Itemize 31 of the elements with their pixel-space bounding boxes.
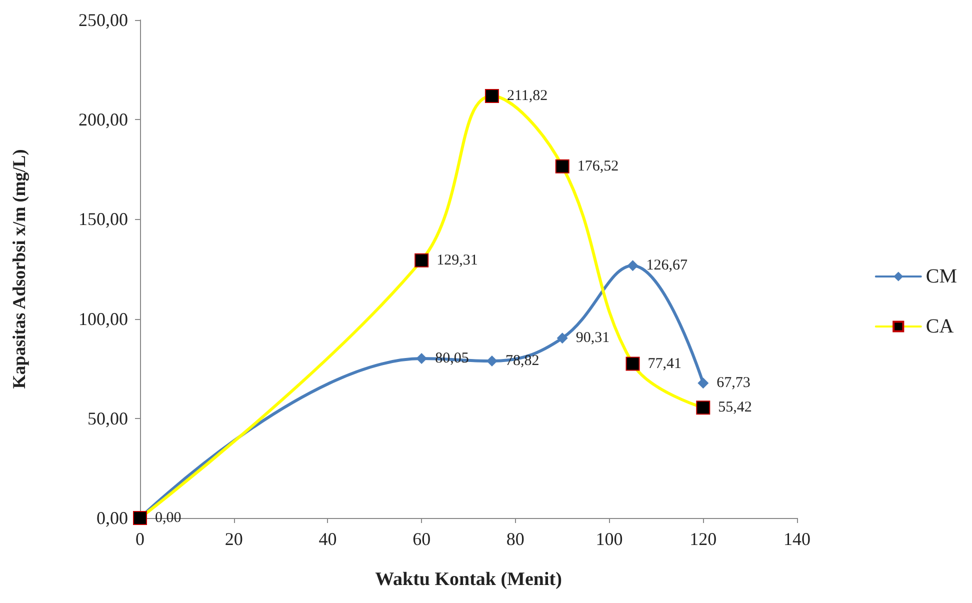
data-label: 126,67 bbox=[646, 258, 688, 274]
data-label: 67,73 bbox=[716, 375, 750, 392]
legend-label: CM bbox=[926, 266, 958, 288]
data-label: 90,31 bbox=[576, 330, 610, 346]
x-tick-label: 120 bbox=[690, 529, 717, 549]
y-tick-label: 200,00 bbox=[78, 110, 128, 130]
x-axis-title: Waktu Kontak (Menit) bbox=[375, 569, 562, 590]
y-tick-label: 250,00 bbox=[78, 10, 128, 30]
data-label: 176,52 bbox=[577, 158, 619, 174]
x-tick-label: 20 bbox=[224, 529, 243, 549]
point bbox=[556, 332, 568, 344]
data-label: 55,42 bbox=[718, 400, 752, 416]
x-tick-label: 80 bbox=[506, 529, 524, 549]
y-axis-title: Kapasitas Adsorbsi x/m (mg/L) bbox=[9, 149, 29, 389]
legend-label: CA bbox=[926, 316, 954, 338]
y-tick-label: 150,00 bbox=[78, 209, 128, 230]
y-tick-label: 50,00 bbox=[88, 408, 128, 428]
x-tick-label: 100 bbox=[596, 529, 623, 549]
data-label: 129,31 bbox=[436, 252, 478, 268]
y-tick-label: 0,00 bbox=[96, 508, 128, 528]
x-tick-label: 0 bbox=[136, 529, 144, 549]
point bbox=[698, 378, 709, 389]
data-label: 0,00 bbox=[155, 510, 182, 526]
data-label: 77,41 bbox=[648, 356, 682, 372]
x-tick-label: 140 bbox=[784, 529, 810, 549]
point bbox=[627, 260, 638, 272]
data-label: 211,82 bbox=[506, 88, 548, 104]
y-tick-label: 100,00 bbox=[78, 308, 128, 329]
x-tick-label: 60 bbox=[412, 529, 431, 549]
x-tick-label: 40 bbox=[318, 529, 337, 549]
point bbox=[416, 353, 428, 364]
